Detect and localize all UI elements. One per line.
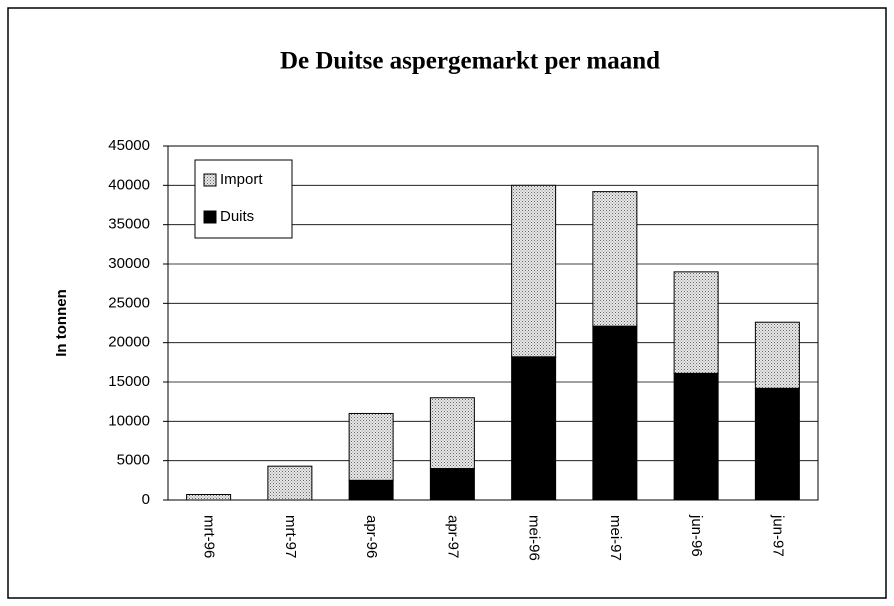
y-tick-label: 35000 bbox=[108, 216, 150, 233]
bar-segment bbox=[511, 356, 557, 501]
y-tick-label: 20000 bbox=[108, 334, 150, 351]
legend-label: Import bbox=[220, 171, 263, 188]
x-tick-label: apr-97 bbox=[444, 515, 461, 558]
x-tick-label: apr-96 bbox=[363, 515, 380, 558]
y-axis-label: In tonnen bbox=[53, 289, 70, 357]
bar-segment bbox=[186, 493, 232, 501]
y-tick-label: 40000 bbox=[108, 176, 150, 193]
bar-segment bbox=[511, 184, 557, 358]
y-tick-label: 30000 bbox=[108, 255, 150, 272]
frame bbox=[7, 7, 887, 599]
bar-segment bbox=[592, 191, 638, 327]
x-tick-label: mrt-96 bbox=[201, 515, 218, 558]
legend-swatch bbox=[203, 173, 217, 187]
y-tick-label: 15000 bbox=[108, 373, 150, 390]
legend-swatch bbox=[203, 210, 217, 224]
bar-segment bbox=[754, 321, 800, 389]
x-tick-label: jun-96 bbox=[688, 514, 705, 557]
bar-segment bbox=[267, 465, 313, 501]
bar-segment bbox=[592, 325, 638, 501]
x-tick-label: mei-97 bbox=[607, 515, 624, 561]
y-tick-label: 5000 bbox=[117, 452, 150, 469]
bar-segment bbox=[348, 479, 394, 501]
x-tick-label: jun-97 bbox=[769, 514, 786, 557]
bar-segment bbox=[429, 468, 475, 501]
bar-segment bbox=[754, 387, 800, 501]
bar-segment bbox=[348, 412, 394, 481]
legend-label: Duits bbox=[220, 208, 254, 225]
y-tick-label: 45000 bbox=[108, 137, 150, 154]
bar-segment bbox=[673, 372, 719, 501]
y-tick-label: 0 bbox=[142, 491, 150, 508]
y-tick-label: 25000 bbox=[108, 294, 150, 311]
y-tick-label: 10000 bbox=[108, 412, 150, 429]
bar-segment bbox=[429, 397, 475, 470]
chart-title: De Duitse aspergemarkt per maand bbox=[280, 48, 660, 75]
x-tick-label: mrt-97 bbox=[282, 515, 299, 558]
bar-segment bbox=[673, 271, 719, 374]
x-tick-label: mei-96 bbox=[526, 515, 543, 561]
legend-box bbox=[194, 159, 293, 239]
